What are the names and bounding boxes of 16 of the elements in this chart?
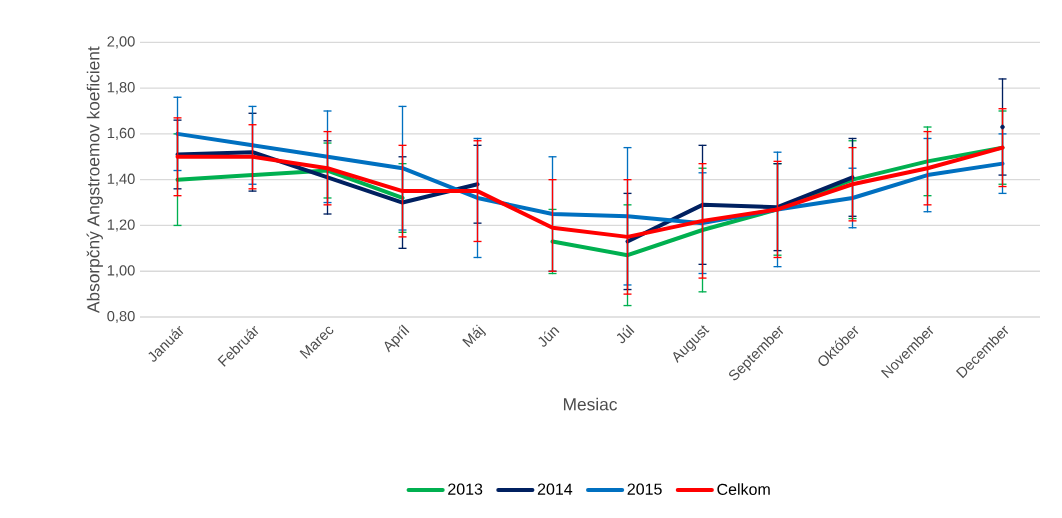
y-tick-label: 1,00 <box>107 265 135 278</box>
legend-label: 2014 <box>537 483 573 495</box>
y-tick-label: 2,00 <box>107 36 135 49</box>
y-tick-label: 1,20 <box>107 219 135 232</box>
y-tick-label: 1,60 <box>107 127 135 140</box>
x-tick-label: Júl <box>616 324 635 344</box>
legend-label: 2013 <box>448 483 483 495</box>
y-tick-label: 0,80 <box>107 310 135 324</box>
x-tick-label: Máj <box>462 324 486 348</box>
x-tick-label: Jún <box>538 327 560 347</box>
legend-label: 2015 <box>627 483 662 495</box>
x-axis-title: Mesiac <box>563 397 617 411</box>
legend-label: Celkom <box>717 483 770 495</box>
y-tick-label: 1,80 <box>107 82 135 95</box>
y-tick-label: 1,40 <box>107 173 135 186</box>
y-axis-title: Absorpčný Angstroemov koeficient <box>86 46 103 314</box>
